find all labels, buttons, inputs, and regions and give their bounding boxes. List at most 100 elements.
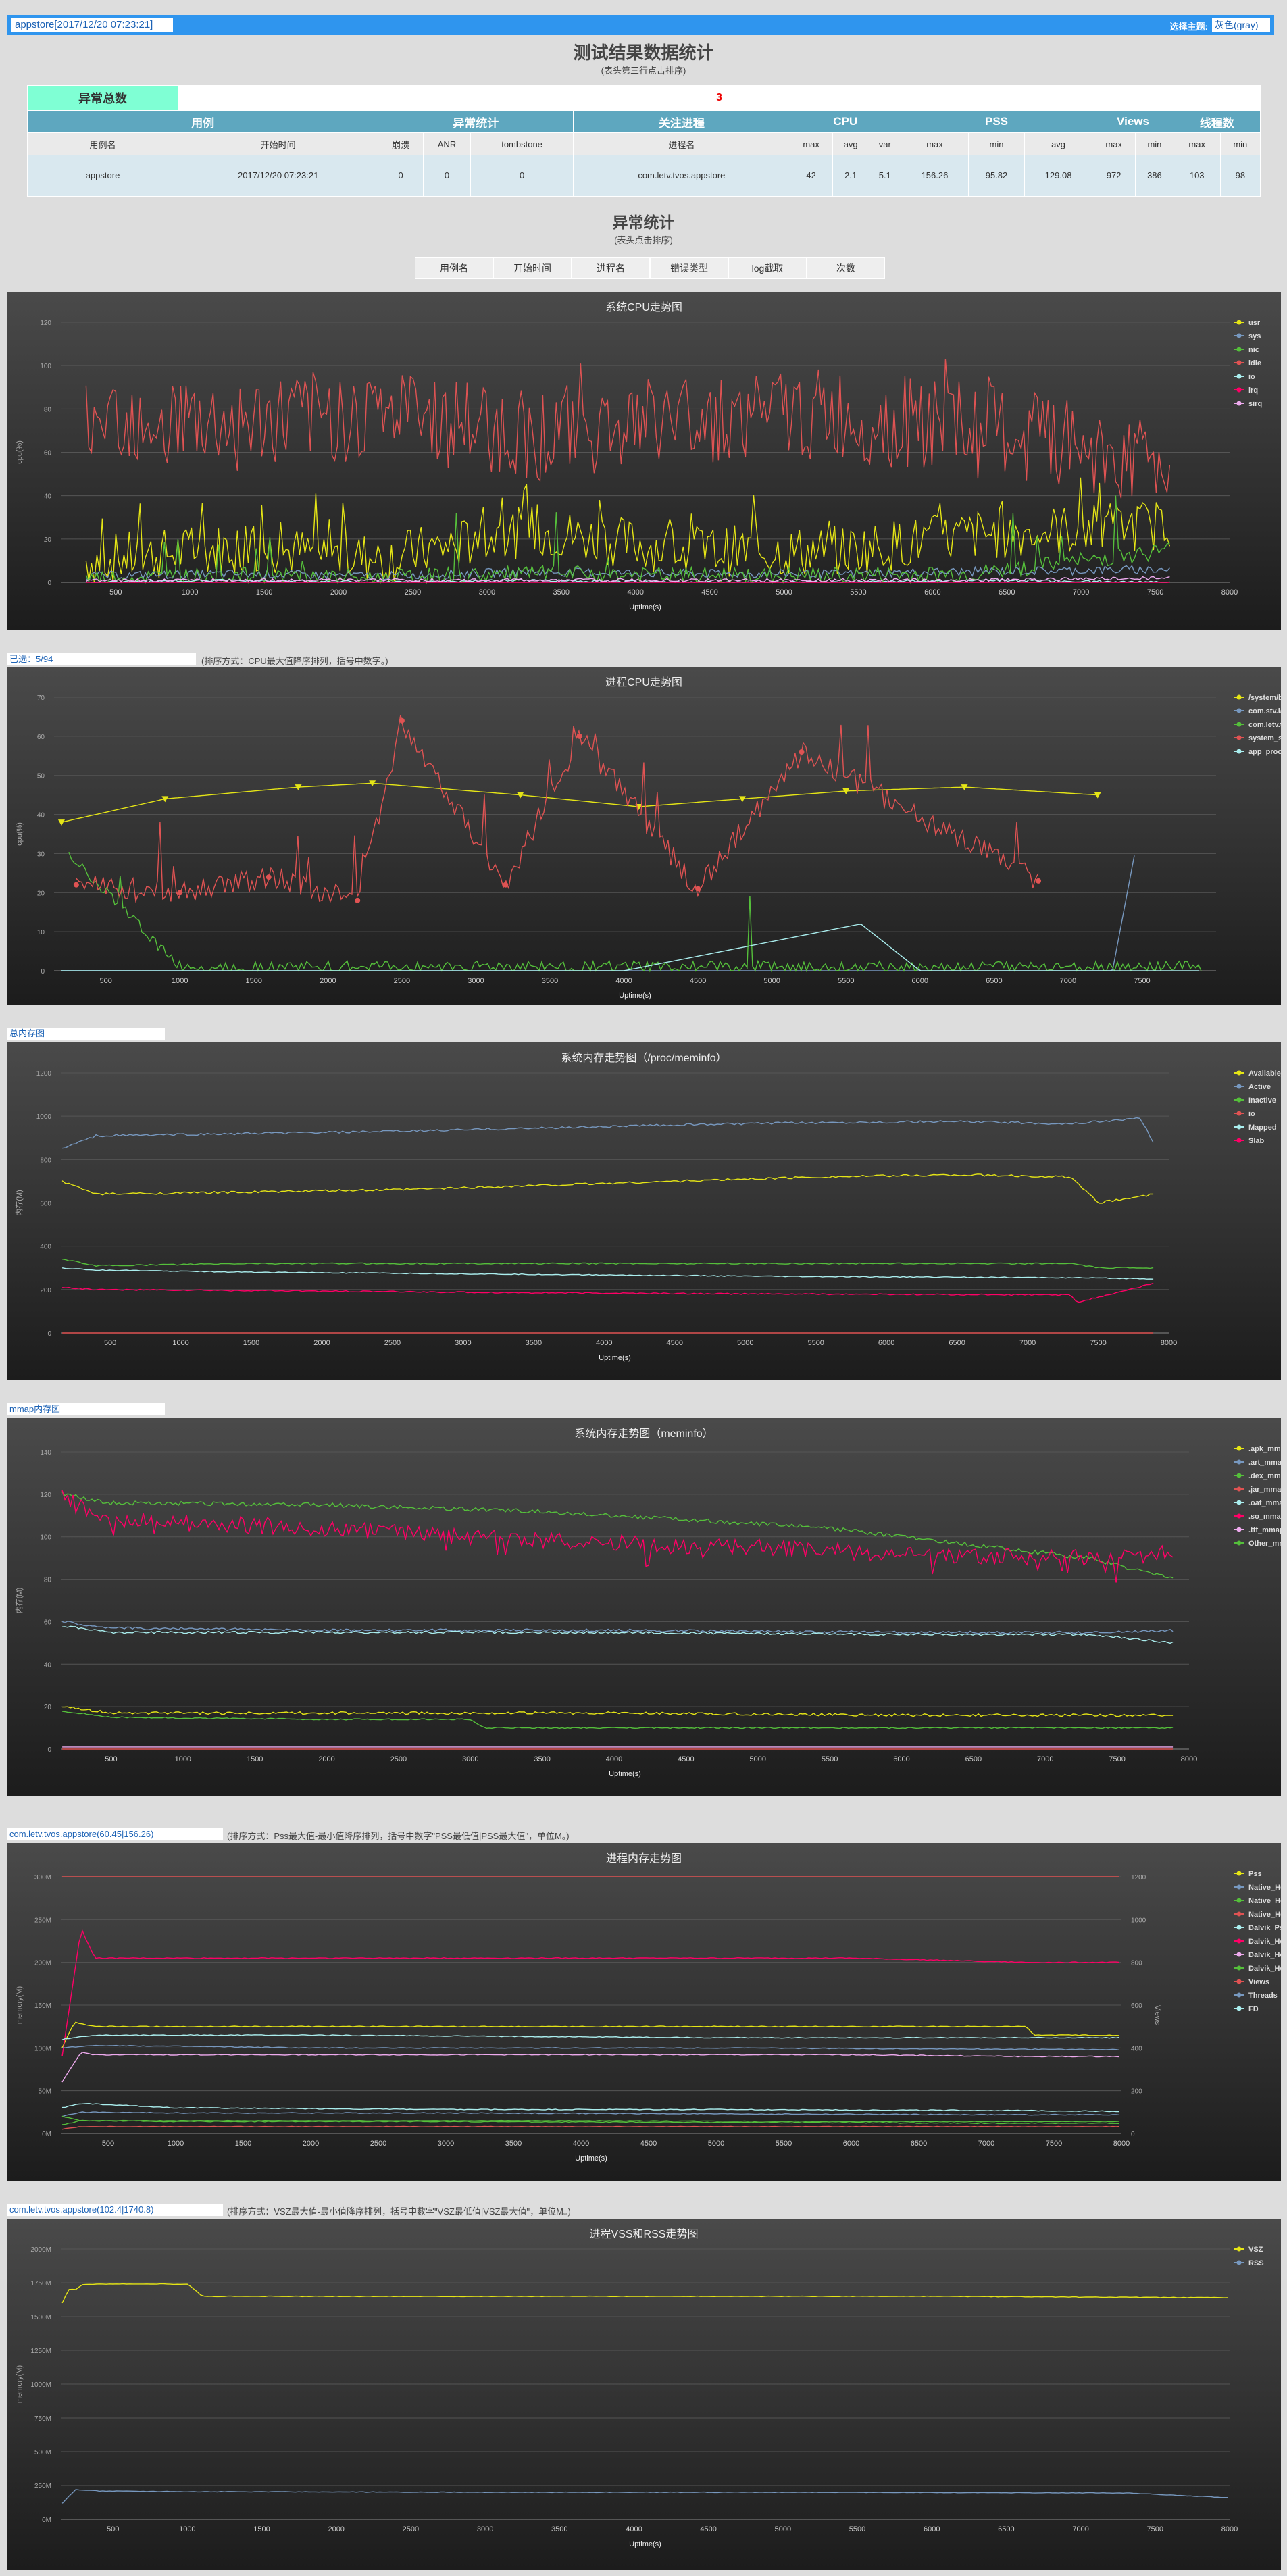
y-tick-label: 1000 — [36, 1113, 52, 1121]
legend-marker — [1236, 1965, 1242, 1971]
y-tick-label: 150M — [34, 2002, 51, 2010]
table-cell: 2017/12/20 07:23:21 — [177, 155, 379, 197]
legend-label: sys — [1248, 332, 1261, 340]
table-cell: 0 — [470, 155, 574, 197]
legend-marker — [1236, 333, 1242, 338]
exception-column-header[interactable]: 次数 — [807, 257, 885, 279]
column-header[interactable]: avg — [832, 132, 869, 155]
x-tick-label: 2000 — [320, 977, 336, 985]
legend-label: nic — [1248, 346, 1259, 354]
theme-select[interactable]: 灰色(gray) — [1212, 18, 1270, 32]
data-marker — [295, 784, 302, 791]
column-header[interactable]: min — [1135, 132, 1174, 155]
y-tick-label: 1000M — [30, 2381, 51, 2389]
column-header[interactable]: 进程名 — [573, 132, 790, 155]
exception-column-header[interactable]: 用例名 — [415, 257, 493, 279]
legend-marker — [1236, 1952, 1242, 1957]
data-marker — [517, 792, 524, 799]
column-header[interactable]: max — [1092, 132, 1136, 155]
legend-label: Dalvik_Heap(Free) — [1248, 1965, 1281, 1973]
legend-label: .dex_mmap — [1248, 1472, 1281, 1480]
exception-column-header[interactable]: 错误类型 — [650, 257, 728, 279]
x-tick-label: 1000 — [182, 588, 198, 597]
column-header[interactable]: 用例名 — [27, 132, 178, 155]
legend-marker — [1236, 1979, 1242, 1984]
x-tick-label: 5500 — [849, 2525, 865, 2533]
x-tick-label: 4000 — [615, 977, 632, 985]
y-tick-label: 100M — [34, 2045, 51, 2052]
label-selected[interactable]: 已选：5/94 — [7, 653, 196, 665]
x-tick-label: 4500 — [640, 2140, 657, 2148]
x-tick-label: 7500 — [1046, 2140, 1062, 2148]
table-cell: 386 — [1135, 155, 1174, 197]
y-tick-label: 100 — [40, 363, 51, 370]
legend-marker — [1236, 2006, 1242, 2011]
legend-marker — [1236, 708, 1242, 713]
column-header[interactable]: max — [900, 132, 969, 155]
y-tick-label: 120 — [40, 1492, 51, 1499]
series-line — [61, 2102, 1119, 2113]
x-tick-label: 2500 — [394, 977, 410, 985]
series-line — [62, 1711, 1174, 1729]
series-line — [61, 855, 1135, 971]
series-line — [61, 924, 1199, 971]
label-mmap-memory[interactable]: mmap内存图 — [7, 1403, 165, 1415]
data-marker — [73, 882, 79, 888]
y-tick-label: 40 — [37, 812, 45, 819]
series-line — [61, 1117, 1154, 1149]
column-header[interactable]: avg — [1024, 132, 1093, 155]
column-header[interactable]: 崩溃 — [378, 132, 424, 155]
y-tick-label: 750M — [34, 2415, 51, 2423]
y-tick-label: 50 — [37, 773, 45, 780]
x-tick-label: 4000 — [627, 588, 643, 597]
x-tick-label: 1500 — [253, 2525, 270, 2533]
x-tick-label: 8000 — [1221, 2525, 1238, 2533]
x-axis-label: Uptime(s) — [619, 992, 651, 1000]
table-cell: 98 — [1219, 155, 1261, 197]
label-process-vsz[interactable]: com.letv.tvos.appstore(102.4|1740.8) — [7, 2204, 223, 2216]
y-tick-label: 10 — [37, 929, 45, 936]
x-tick-label: 3000 — [455, 1339, 471, 1347]
column-header[interactable]: var — [868, 132, 901, 155]
column-header[interactable]: min — [1219, 132, 1261, 155]
table-cell: appstore — [27, 155, 178, 197]
y-tick-label: 200 — [40, 1287, 51, 1294]
column-header[interactable]: 开始时间 — [177, 132, 379, 155]
y-tick-label: 0 — [47, 580, 51, 587]
table-cell: 103 — [1173, 155, 1221, 197]
group-row: 用例 异常统计 关注进程 CPU PSS Views 线程数 — [26, 110, 1261, 133]
exception-column-header[interactable]: log截取 — [728, 257, 807, 279]
group-process: 关注进程 — [573, 110, 790, 133]
column-header[interactable]: max — [789, 132, 833, 155]
legend-label: .apk_mmap — [1248, 1445, 1281, 1453]
exception-column-header[interactable]: 开始时间 — [493, 257, 572, 279]
column-header[interactable]: tombstone — [470, 132, 574, 155]
column-header[interactable]: min — [968, 132, 1025, 155]
series-line — [61, 1620, 1174, 1634]
label-process-pss[interactable]: com.letv.tvos.appstore(60.45|156.26) — [7, 1828, 223, 1840]
x-tick-label: 6000 — [912, 977, 928, 985]
x-tick-label: 3000 — [462, 1755, 478, 1763]
x-tick-label: 6500 — [949, 1339, 965, 1347]
x-tick-label: 1500 — [246, 977, 262, 985]
column-header[interactable]: ANR — [422, 132, 472, 155]
label-total-memory[interactable]: 总内存图 — [7, 1028, 165, 1040]
series-line — [61, 1929, 1120, 2057]
data-marker — [503, 882, 509, 888]
series-line — [61, 1173, 1154, 1204]
group-errors: 异常统计 — [378, 110, 574, 133]
legend-marker — [1236, 694, 1242, 700]
legend-label: VSZ — [1248, 2246, 1263, 2254]
legend-label: Native_Heap(Free) — [1248, 1911, 1281, 1919]
legend-marker — [1236, 401, 1242, 406]
exception-column-header[interactable]: 进程名 — [572, 257, 650, 279]
table-cell: 0 — [378, 155, 424, 197]
legend-label: sirq — [1248, 400, 1262, 408]
legend-marker — [1236, 2260, 1242, 2265]
test-tag: appstore[2017/12/20 07:23:21] — [11, 18, 173, 32]
data-marker — [355, 897, 361, 903]
legend-label: Dalvik_Heap(Size) — [1248, 1938, 1281, 1946]
y-axis-label: 内存(M) — [14, 1588, 24, 1614]
column-header[interactable]: max — [1173, 132, 1221, 155]
y-tick-label: 0M — [42, 2517, 51, 2524]
